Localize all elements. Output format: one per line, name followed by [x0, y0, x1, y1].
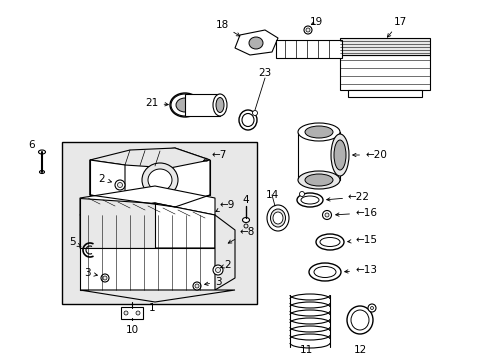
Polygon shape — [80, 203, 215, 248]
Text: ←22: ←22 — [326, 192, 369, 202]
Ellipse shape — [248, 37, 263, 49]
Ellipse shape — [176, 98, 194, 112]
Text: 12: 12 — [353, 345, 366, 355]
Polygon shape — [80, 186, 215, 215]
Ellipse shape — [239, 110, 257, 130]
Text: 19: 19 — [309, 17, 323, 27]
Text: 14: 14 — [265, 190, 278, 200]
Text: 1: 1 — [148, 303, 155, 313]
Circle shape — [322, 211, 331, 220]
Ellipse shape — [313, 266, 335, 278]
Text: ←20: ←20 — [352, 150, 386, 160]
Text: ←15: ←15 — [347, 235, 376, 245]
Circle shape — [244, 224, 247, 228]
Polygon shape — [339, 55, 429, 90]
Text: 18: 18 — [215, 20, 239, 36]
Ellipse shape — [242, 217, 249, 222]
Ellipse shape — [301, 196, 318, 204]
Polygon shape — [235, 30, 278, 55]
Text: 2: 2 — [99, 174, 111, 184]
Polygon shape — [275, 40, 341, 58]
Circle shape — [367, 304, 375, 312]
Circle shape — [304, 26, 311, 34]
Polygon shape — [90, 148, 209, 207]
Text: ←8: ←8 — [228, 227, 255, 243]
Ellipse shape — [266, 205, 288, 231]
Circle shape — [136, 311, 140, 315]
Text: 3: 3 — [83, 268, 97, 278]
Ellipse shape — [315, 234, 343, 250]
Circle shape — [370, 306, 373, 310]
Ellipse shape — [297, 171, 339, 189]
Ellipse shape — [216, 98, 224, 113]
FancyBboxPatch shape — [62, 142, 257, 304]
Polygon shape — [80, 290, 235, 302]
Polygon shape — [339, 38, 429, 55]
Circle shape — [103, 276, 107, 280]
Ellipse shape — [270, 209, 285, 227]
Text: 3: 3 — [204, 277, 221, 287]
Text: 6: 6 — [29, 140, 35, 150]
Circle shape — [213, 265, 223, 275]
Ellipse shape — [296, 193, 323, 207]
Ellipse shape — [333, 140, 346, 170]
Circle shape — [124, 311, 128, 315]
Text: 5: 5 — [68, 237, 81, 247]
Text: 2: 2 — [221, 260, 230, 270]
Ellipse shape — [308, 263, 340, 281]
Ellipse shape — [148, 169, 172, 191]
Polygon shape — [90, 160, 125, 200]
Ellipse shape — [346, 306, 372, 334]
Text: 10: 10 — [125, 325, 138, 335]
Polygon shape — [184, 94, 220, 116]
Polygon shape — [215, 215, 235, 290]
Text: 17: 17 — [386, 17, 406, 37]
Ellipse shape — [350, 310, 368, 330]
Polygon shape — [297, 132, 339, 180]
Text: ←9: ←9 — [215, 200, 235, 212]
FancyBboxPatch shape — [121, 307, 142, 319]
Ellipse shape — [297, 123, 339, 141]
Text: 11: 11 — [299, 345, 312, 355]
Polygon shape — [80, 198, 155, 248]
Ellipse shape — [39, 150, 45, 154]
Circle shape — [101, 274, 109, 282]
Circle shape — [115, 180, 125, 190]
Text: 23: 23 — [258, 68, 271, 78]
Polygon shape — [80, 248, 215, 290]
Polygon shape — [347, 90, 421, 97]
Ellipse shape — [213, 94, 226, 116]
Ellipse shape — [330, 134, 348, 176]
Ellipse shape — [142, 163, 178, 197]
Circle shape — [305, 28, 309, 32]
Circle shape — [299, 192, 304, 197]
Ellipse shape — [242, 113, 253, 126]
Ellipse shape — [319, 238, 339, 247]
Circle shape — [215, 267, 220, 273]
Ellipse shape — [40, 171, 44, 174]
Circle shape — [325, 213, 328, 217]
Circle shape — [193, 282, 201, 290]
Text: 21: 21 — [145, 98, 168, 108]
Text: ←13: ←13 — [344, 265, 376, 275]
Ellipse shape — [171, 94, 199, 116]
Ellipse shape — [272, 212, 283, 224]
Ellipse shape — [305, 174, 332, 186]
Text: ←16: ←16 — [335, 208, 376, 218]
Circle shape — [252, 111, 257, 116]
Text: 4: 4 — [242, 195, 249, 205]
Circle shape — [117, 183, 122, 188]
Polygon shape — [90, 148, 209, 168]
Circle shape — [195, 284, 199, 288]
Text: ←7: ←7 — [203, 150, 227, 161]
Ellipse shape — [305, 126, 332, 138]
